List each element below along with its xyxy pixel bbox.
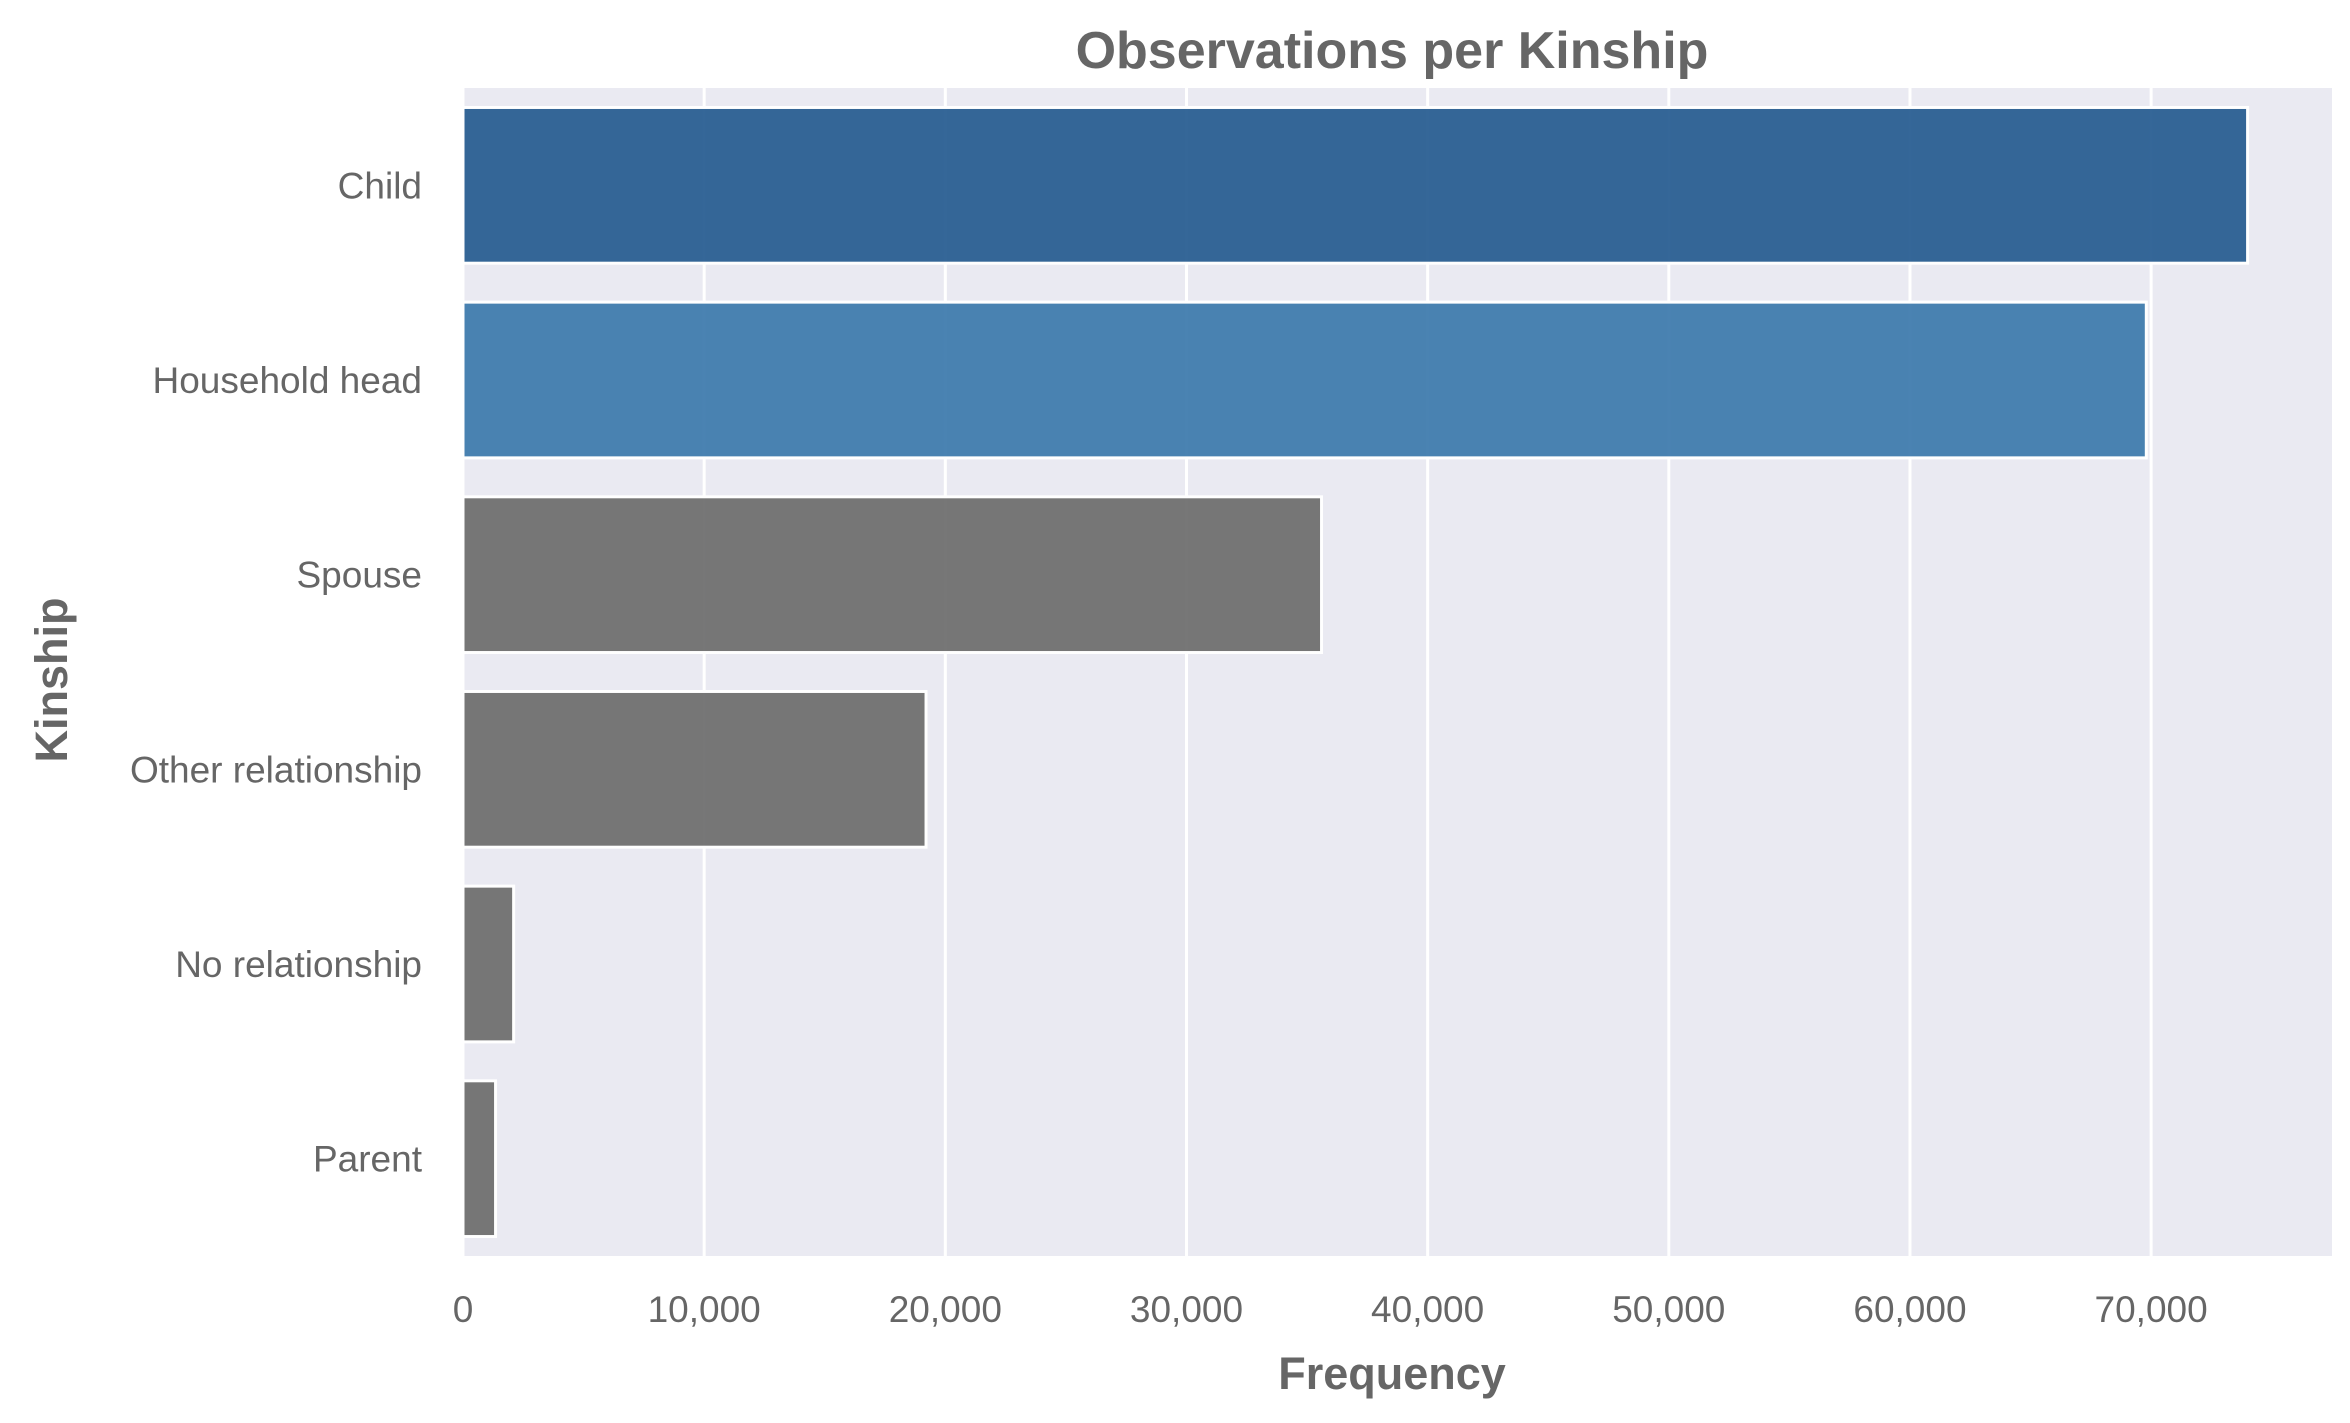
grid-lines — [461, 88, 2153, 1256]
plot-area — [463, 88, 2332, 1256]
x-tick-label: 0 — [453, 1289, 474, 1330]
chart-title: Observations per Kinship — [1076, 22, 1709, 80]
bar-parent — [461, 1079, 498, 1239]
y-tick-label: No relationship — [175, 944, 422, 985]
y-tick-label: Parent — [313, 1139, 423, 1180]
y-tick-label: Other relationship — [130, 749, 422, 790]
y-axis-title: Kinship — [26, 598, 77, 763]
bars — [461, 105, 2250, 1239]
y-tick-labels: Child Household head Spouse Other relations… — [130, 165, 423, 1179]
x-tick-label: 30,000 — [1130, 1289, 1243, 1330]
bar-child — [461, 105, 2250, 265]
bar-spouse — [461, 495, 1324, 655]
x-tick-label: 70,000 — [2095, 1289, 2208, 1330]
bar-no-relationship — [461, 884, 516, 1044]
x-tick-label: 20,000 — [889, 1289, 1002, 1330]
x-tick-label: 40,000 — [1371, 1289, 1484, 1330]
x-tick-label: 50,000 — [1612, 1289, 1725, 1330]
x-tick-labels: 0 10,000 20,000 30,000 40,000 50,000 60,000 70,… — [453, 1289, 2208, 1330]
x-tick-label: 10,000 — [648, 1289, 761, 1330]
y-tick-label: Spouse — [297, 555, 423, 596]
y-tick-label: Household head — [153, 360, 423, 401]
x-axis-title: Frequency — [1278, 1348, 1506, 1399]
bar-household-head — [461, 300, 2148, 460]
x-tick-label: 60,000 — [1853, 1289, 1966, 1330]
y-tick-label: Child — [338, 165, 422, 206]
bar-other-relationship — [461, 689, 928, 849]
